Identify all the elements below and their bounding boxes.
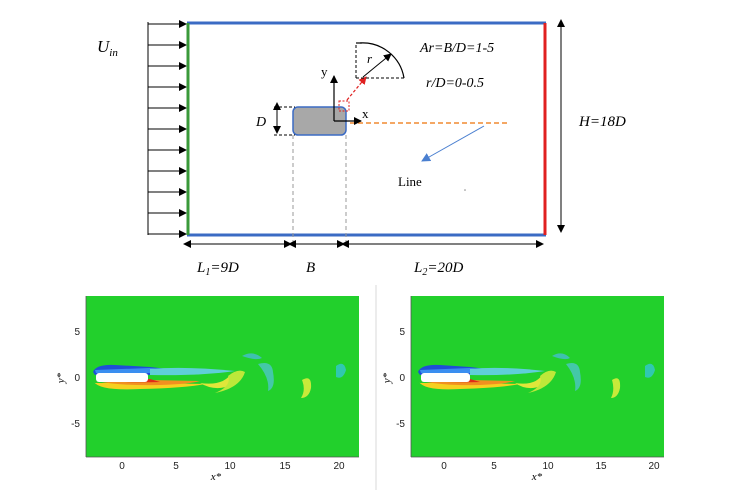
radius-ratio-label: r/D=0-0.5 xyxy=(426,76,484,91)
coordinate-axes xyxy=(330,75,362,125)
y-axis-label: y* xyxy=(55,372,67,384)
diameter-label: D xyxy=(255,115,266,130)
projection-lines xyxy=(292,135,347,242)
x-tick: 10 xyxy=(224,461,236,472)
width-label: B xyxy=(306,260,315,276)
y-tick: -5 xyxy=(71,419,80,430)
wake-contours xyxy=(93,353,346,398)
aspect-ratio-label: Ar=B/D=1-5 xyxy=(419,41,494,56)
y-axis-label: y* xyxy=(381,372,393,384)
line-pointer-arrow xyxy=(421,125,485,162)
inlet-velocity-label: Uin xyxy=(97,37,118,59)
x-axis-label: x* xyxy=(210,471,222,483)
x-tick: 15 xyxy=(279,461,291,472)
schematic: D y x r Ar=B/D=1-5 r/D=0-0.5 Uin Line xyxy=(97,19,626,278)
corner-detail-arrow xyxy=(346,76,367,101)
x-axis-label: x* xyxy=(531,471,543,483)
axis-x-label: x xyxy=(362,106,369,121)
small-dot xyxy=(464,189,466,191)
y-tick: 0 xyxy=(74,373,80,384)
axis-y-label: y xyxy=(321,64,328,79)
downstream-length-label: L2=20D xyxy=(413,260,463,278)
x-tick: 10 xyxy=(542,461,554,472)
y-tick: 5 xyxy=(399,327,405,338)
x-tick: 20 xyxy=(333,461,345,472)
corner-detail-box xyxy=(338,100,350,112)
contour-plot-right: 0 5 10 15 20 5 0 -5 x* y* xyxy=(381,296,664,483)
inlet-velocity-arrows xyxy=(147,20,187,238)
y-tick: -5 xyxy=(396,419,405,430)
radius-inset xyxy=(355,42,405,79)
height-label: H=18D xyxy=(578,114,626,130)
y-tick: 0 xyxy=(399,373,405,384)
diameter-dimension xyxy=(273,102,295,136)
radius-label: r xyxy=(367,51,373,66)
contour-plot-left: 0 5 10 15 20 5 0 -5 x* y* xyxy=(55,296,359,483)
x-tick: 5 xyxy=(173,461,179,472)
wake-contours xyxy=(418,353,655,398)
x-tick: 20 xyxy=(648,461,660,472)
x-tick: 0 xyxy=(441,461,447,472)
y-tick: 5 xyxy=(74,327,80,338)
x-tick: 15 xyxy=(595,461,607,472)
x-tick: 0 xyxy=(119,461,125,472)
upstream-length-label: L1=9D xyxy=(196,260,239,278)
x-tick: 5 xyxy=(491,461,497,472)
line-label: Line xyxy=(398,174,422,189)
